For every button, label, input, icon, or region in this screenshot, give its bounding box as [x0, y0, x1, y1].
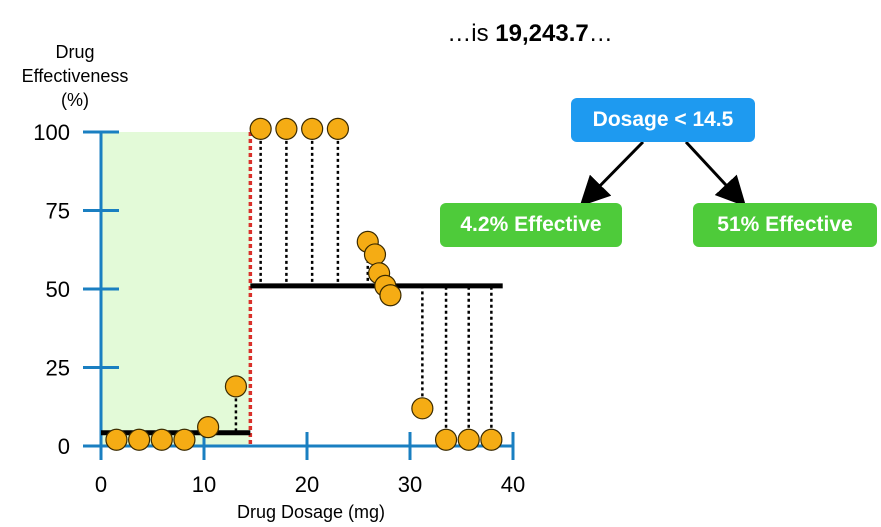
- data-point-3: [173, 428, 196, 451]
- data-point-5: [224, 375, 248, 398]
- tree-root-node: Dosage < 14.5: [571, 98, 755, 142]
- tree-leaf-right: 51% Effective: [693, 203, 877, 247]
- y-tick-label-0: 0: [58, 434, 70, 459]
- x-axis-label: Drug Dosage (mg): [237, 502, 385, 522]
- data-point-9: [326, 117, 349, 140]
- data-point-18: [480, 428, 503, 451]
- y-axis-label-line-2: Effectiveness: [21, 66, 129, 86]
- header-suffix: …: [588, 20, 613, 47]
- x-tick-label-0: 0: [95, 472, 107, 497]
- data-point-1: [128, 428, 151, 451]
- data-point-2: [150, 428, 173, 451]
- data-point-17: [457, 428, 480, 451]
- data-point-16: [434, 428, 458, 451]
- data-point-11: [363, 243, 387, 266]
- y-axis-label: Drug Effectiveness (%): [0, 40, 150, 112]
- tree-arrow-right: [684, 140, 747, 207]
- data-point-0: [105, 428, 128, 451]
- y-tick-label-1: 25: [46, 356, 70, 381]
- y-tick-label-4: 100: [33, 120, 70, 145]
- x-tick-label-4: 40: [501, 472, 525, 497]
- data-point-8: [301, 117, 324, 140]
- data-point-6: [249, 117, 272, 140]
- data-point-15: [411, 397, 434, 420]
- header-text: …is 19,243.7…: [0, 20, 881, 48]
- x-tick-label-2: 20: [295, 472, 319, 497]
- y-axis-label-line-1: Drug: [55, 42, 95, 62]
- y-tick-label-2: 50: [46, 277, 70, 302]
- x-tick-label-3: 30: [398, 472, 422, 497]
- data-point-14: [379, 284, 402, 307]
- data-point-4: [197, 416, 220, 439]
- tree-leaf-left: 4.2% Effective: [440, 203, 622, 247]
- header-prefix: …is: [447, 20, 496, 47]
- y-tick-label-3: 75: [46, 199, 70, 224]
- data-point-7: [275, 117, 298, 140]
- y-axis-label-line-3: (%): [61, 90, 89, 110]
- tree-arrow-left: [579, 140, 645, 207]
- header-value: 19,243.7: [495, 20, 589, 47]
- shaded-region: [101, 132, 251, 446]
- x-tick-label-1: 10: [192, 472, 216, 497]
